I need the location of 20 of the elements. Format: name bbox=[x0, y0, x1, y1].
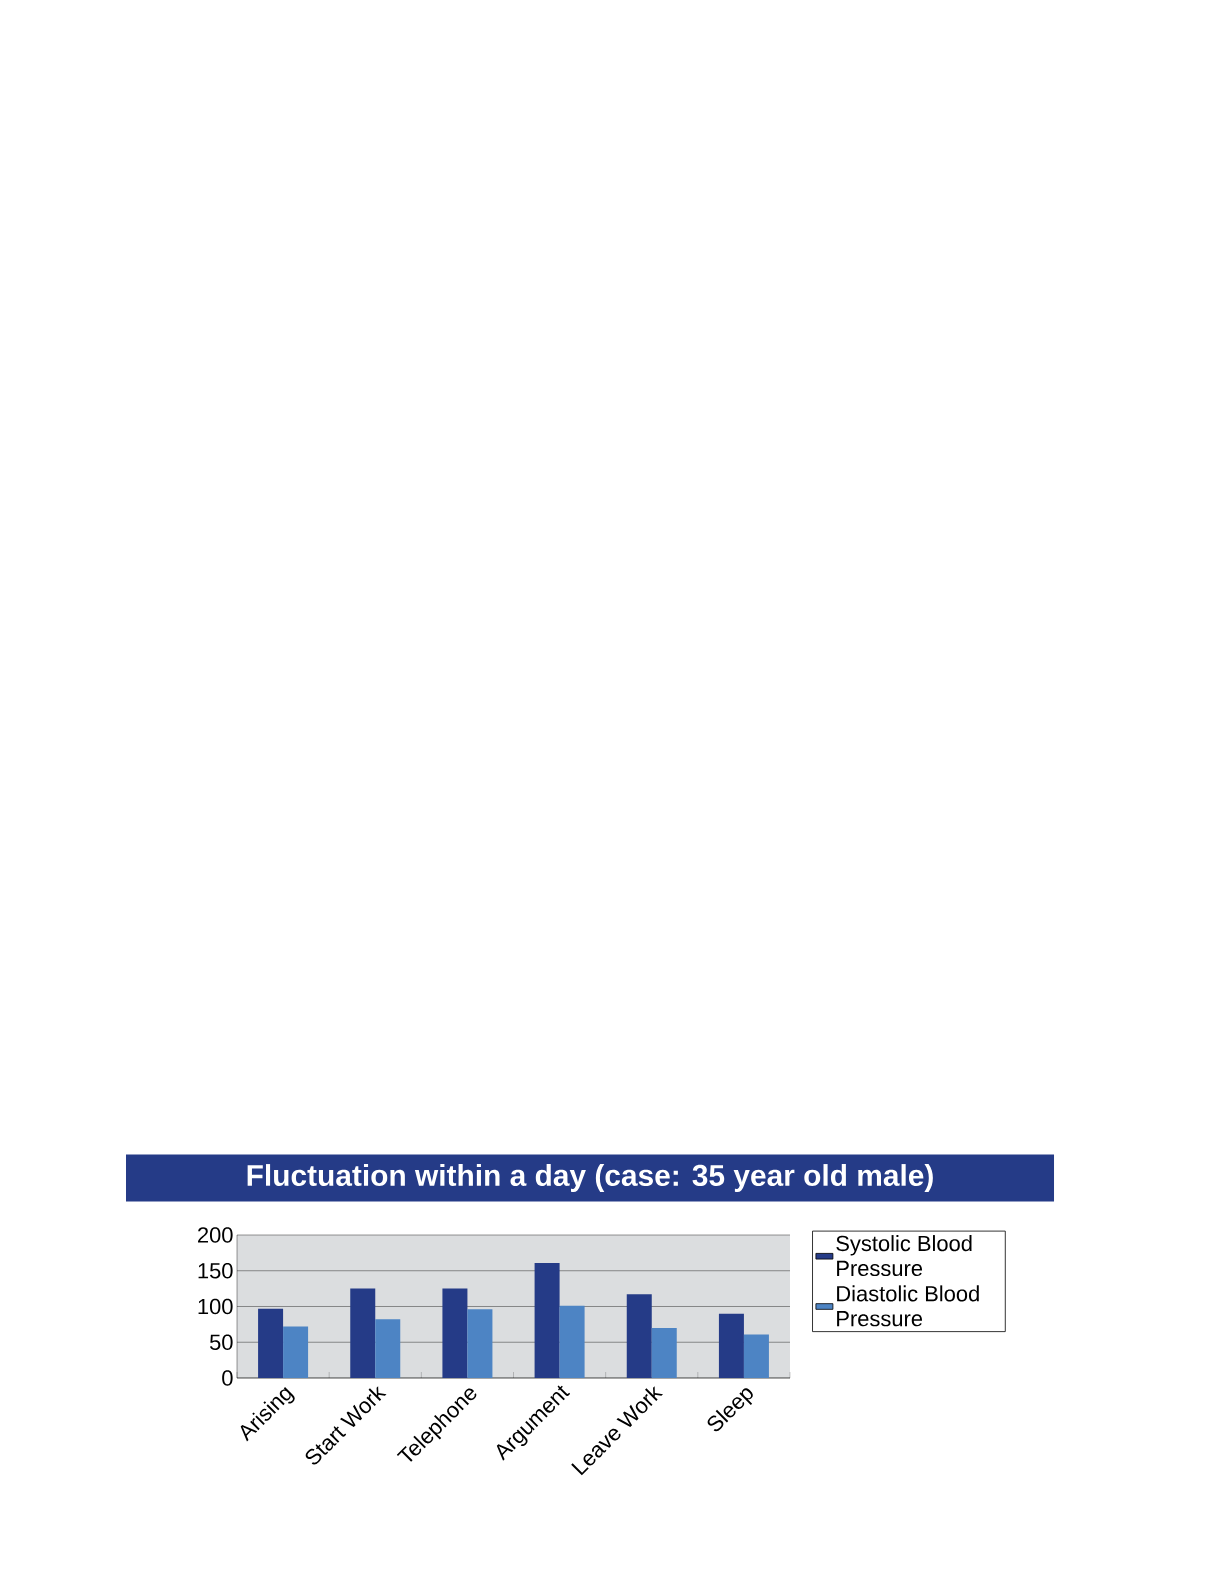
legend-label: Diastolic Blood Pressure bbox=[837, 1285, 979, 1327]
bar bbox=[350, 1288, 376, 1378]
bar bbox=[651, 1327, 677, 1378]
chart-title: Fluctuation within a day (case: 35 year old male) bbox=[247, 1164, 933, 1192]
y-tick-label: 150 bbox=[198, 1262, 233, 1279]
bar bbox=[559, 1305, 585, 1378]
y-tick-label: 50 bbox=[209, 1334, 233, 1351]
bar bbox=[743, 1334, 769, 1378]
bar bbox=[283, 1326, 309, 1378]
bar bbox=[442, 1288, 468, 1378]
y-tick-label: 100 bbox=[198, 1298, 233, 1315]
bar bbox=[375, 1319, 401, 1378]
bar bbox=[258, 1308, 284, 1378]
bar bbox=[467, 1309, 493, 1378]
y-tick-label: 200 bbox=[198, 1227, 233, 1243]
y-tick-label: 0 bbox=[222, 1370, 233, 1386]
legend-label: Systolic Blood Pressure bbox=[836, 1235, 972, 1277]
bar bbox=[718, 1313, 744, 1378]
bar bbox=[534, 1262, 560, 1378]
bar bbox=[626, 1294, 652, 1378]
